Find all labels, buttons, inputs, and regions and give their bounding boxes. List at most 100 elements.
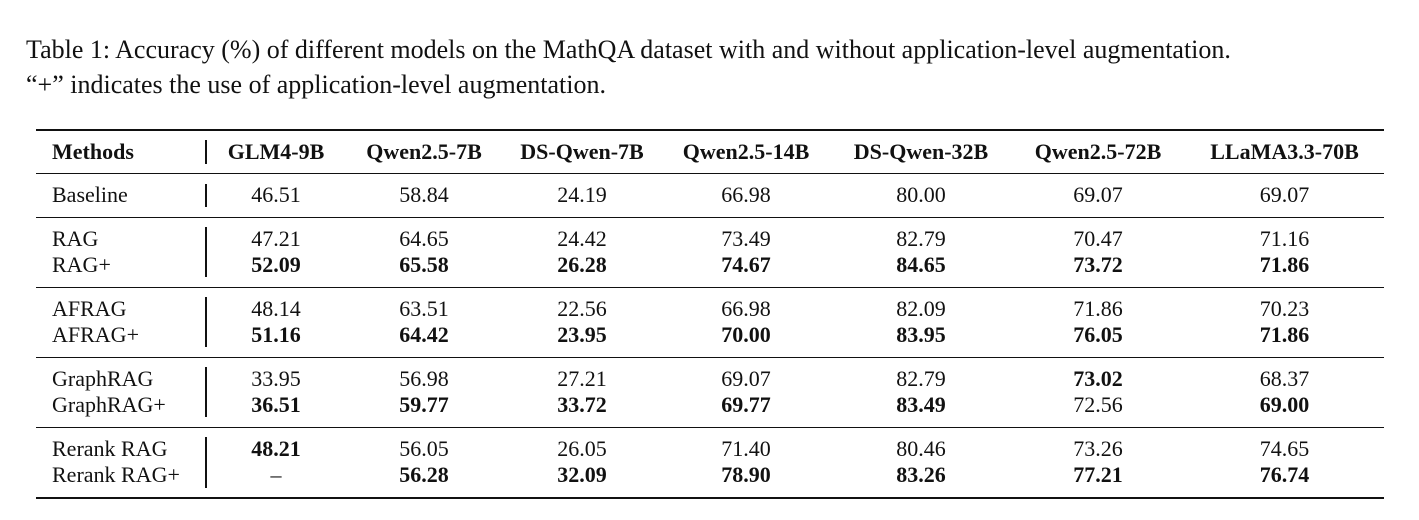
value-cell: 23.95 (557, 322, 607, 347)
row-group: Rerank RAG 48.21 56.05 26.05 71.40 80.46 73.26… (36, 427, 1384, 498)
value-cell: 33.95 (251, 365, 301, 391)
value-cell: 73.26 (1073, 435, 1123, 461)
value-cell: 63.51 (399, 295, 449, 321)
value-cell: 73.72 (1073, 252, 1123, 277)
header-qwen2.5-72b: Qwen2.5-72B (1034, 139, 1162, 164)
value-cell: 84.65 (896, 252, 946, 277)
value-cell: 64.42 (399, 322, 449, 347)
table-row: AFRAG+ 51.16 64.42 23.95 70.00 83.95 76.05 71.8… (36, 322, 1384, 357)
value-cell: 24.42 (557, 225, 607, 251)
value-cell: 71.16 (1259, 225, 1310, 251)
value-cell: 46.51 (251, 182, 301, 207)
caption-line-2: “+” indicates the use of application-lev… (26, 70, 606, 99)
value-cell: 70.00 (721, 322, 771, 347)
value-cell: 66.98 (721, 295, 771, 321)
value-cell: 26.05 (557, 435, 607, 461)
method-cell: RAG (52, 225, 99, 251)
table-row: GraphRAG+ 36.51 59.77 33.72 69.77 83.49 72.56 6… (36, 392, 1384, 427)
value-cell: 64.65 (399, 225, 449, 251)
value-cell: 33.72 (557, 392, 607, 417)
column-separator-segment (205, 437, 207, 488)
value-cell: 80.00 (896, 182, 946, 207)
value-cell: 70.47 (1073, 225, 1123, 251)
value-cell: 52.09 (251, 252, 301, 277)
table-row: RAG+ 52.09 65.58 26.28 74.67 84.65 73.72 71.86 (36, 252, 1384, 287)
method-cell: GraphRAG (52, 365, 154, 391)
value-cell: 83.49 (896, 392, 946, 417)
value-cell: 80.46 (896, 435, 946, 461)
value-cell: 71.40 (721, 435, 771, 461)
header-qwen2.5-7b: Qwen2.5-7B (366, 139, 482, 164)
value-cell: 76.05 (1073, 322, 1123, 347)
value-cell: 65.58 (399, 252, 449, 277)
row-group: RAG 47.21 64.65 24.42 73.49 82.79 70.47 71.16 RA… (36, 217, 1384, 287)
value-cell: 74.65 (1259, 435, 1310, 461)
value-cell: 72.56 (1073, 392, 1123, 417)
row-group: AFRAG 48.14 63.51 22.56 66.98 82.09 71.86 70.23… (36, 287, 1384, 357)
method-cell: AFRAG+ (52, 322, 139, 347)
table-row: Rerank RAG+ – 56.28 32.09 78.90 83.26 77.21 76.… (36, 462, 1384, 498)
results-table: Methods GLM4-9B Qwen2.5-7B DS-Qwen-7B Qw… (36, 129, 1384, 499)
value-cell: 56.05 (399, 435, 449, 461)
table-row: GraphRAG 33.95 56.98 27.21 69.07 82.79 73.02 68… (36, 357, 1384, 392)
value-cell: 48.21 (251, 435, 301, 461)
value-cell: 77.21 (1073, 462, 1123, 487)
value-cell: 47.21 (251, 225, 301, 251)
column-separator-segment (205, 297, 207, 347)
value-cell: 73.49 (721, 225, 771, 251)
value-cell: 82.79 (896, 365, 946, 391)
value-cell: – (270, 462, 282, 487)
value-cell: 59.77 (399, 392, 449, 417)
value-cell: 76.74 (1259, 462, 1310, 487)
header-row: Methods GLM4-9B Qwen2.5-7B DS-Qwen-7B Qw… (36, 130, 1384, 174)
header-ds-qwen-32b: DS-Qwen-32B (853, 139, 989, 164)
header-qwen2.5-14b: Qwen2.5-14B (682, 139, 810, 164)
value-cell: 36.51 (251, 392, 301, 417)
column-separator-segment (205, 140, 207, 164)
value-cell: 70.23 (1259, 295, 1310, 321)
value-cell: 66.98 (721, 182, 771, 207)
value-cell: 83.26 (896, 462, 946, 487)
row-group: Baseline 46.51 58.84 24.19 66.98 80.00 69.07 69… (36, 174, 1384, 218)
caption-line-1: Table 1: Accuracy (%) of different model… (26, 35, 1231, 64)
row-group: GraphRAG 33.95 56.98 27.21 69.07 82.79 73.02 68… (36, 357, 1384, 427)
column-separator-segment (205, 183, 207, 207)
value-cell: 51.16 (251, 322, 301, 347)
method-cell: Baseline (52, 182, 128, 207)
value-cell: 22.56 (557, 295, 607, 321)
header-methods: Methods (52, 139, 134, 164)
table-row: RAG 47.21 64.65 24.42 73.49 82.79 70.47 71.16 (36, 217, 1384, 252)
value-cell: 71.86 (1259, 322, 1310, 347)
column-separator-segment (205, 227, 207, 277)
value-cell: 69.07 (1259, 182, 1310, 207)
table-caption: Table 1: Accuracy (%) of different model… (26, 32, 1406, 102)
value-cell: 71.86 (1259, 252, 1310, 277)
column-separator-segment (205, 367, 207, 417)
value-cell: 73.02 (1073, 365, 1123, 391)
method-cell: GraphRAG+ (52, 392, 166, 417)
value-cell: 71.86 (1073, 295, 1123, 321)
value-cell: 74.67 (721, 252, 771, 277)
value-cell: 69.00 (1259, 392, 1310, 417)
value-cell: 24.19 (557, 182, 607, 207)
header-llama3.3-70b: LLaMA3.3-70B (1210, 139, 1359, 164)
value-cell: 48.14 (251, 295, 301, 321)
table-row: AFRAG 48.14 63.51 22.56 66.98 82.09 71.86 70.23 (36, 287, 1384, 322)
value-cell: 58.84 (399, 182, 449, 207)
value-cell: 27.21 (557, 365, 607, 391)
method-cell: Rerank RAG (52, 435, 168, 461)
header-ds-qwen-7b: DS-Qwen-7B (520, 139, 644, 164)
table-row: Baseline 46.51 58.84 24.19 66.98 80.00 69.07 69… (36, 174, 1384, 218)
method-cell: Rerank RAG+ (52, 462, 180, 487)
value-cell: 82.79 (896, 225, 946, 251)
header-glm4-9b: GLM4-9B (227, 139, 325, 164)
value-cell: 56.98 (399, 365, 449, 391)
value-cell: 69.77 (721, 392, 771, 417)
value-cell: 56.28 (399, 462, 449, 487)
value-cell: 69.07 (1073, 182, 1123, 207)
value-cell: 69.07 (721, 365, 771, 391)
value-cell: 68.37 (1259, 365, 1310, 391)
method-cell: AFRAG (52, 295, 127, 321)
method-cell: RAG+ (52, 252, 111, 277)
value-cell: 78.90 (721, 462, 771, 487)
